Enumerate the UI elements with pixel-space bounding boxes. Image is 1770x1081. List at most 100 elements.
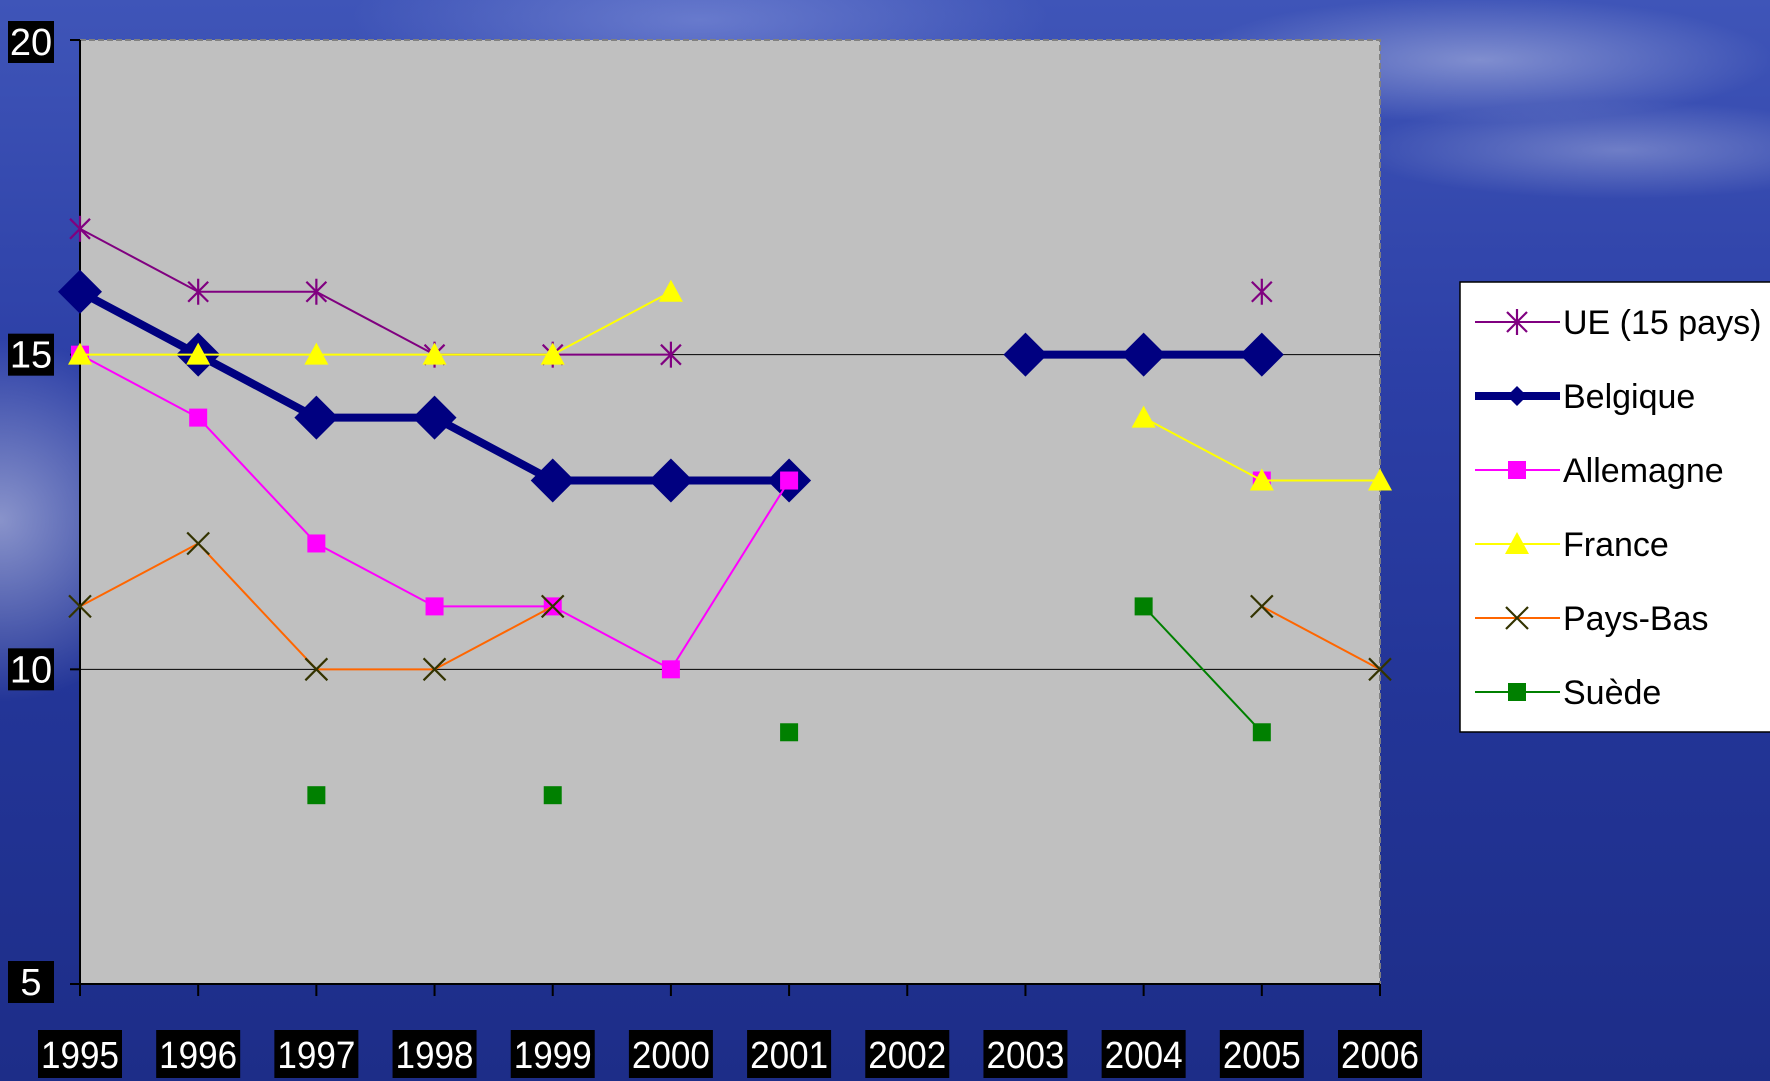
data-point [412, 395, 457, 440]
data-point [68, 594, 92, 619]
data-point [186, 342, 211, 365]
x-tick-label: 2003 [983, 1030, 1068, 1078]
series-3 [68, 279, 1392, 491]
data-point-stroke [68, 594, 92, 619]
x-tick-label-bg [983, 1030, 1068, 1078]
x-tick-label: 1999 [510, 1030, 595, 1078]
legend-item: UE (15 pays) [1475, 304, 1761, 342]
legend-item: Pays-Bas [1475, 600, 1709, 638]
data-point-stroke [1368, 657, 1392, 682]
legend-label: Pays-Bas [1563, 600, 1709, 638]
data-point-stroke [422, 657, 447, 682]
data-point [186, 531, 210, 556]
x-tick-label-bg [1101, 1030, 1186, 1078]
x-tick-label: 2004 [1101, 1030, 1186, 1078]
data-point-stroke [1250, 594, 1274, 619]
legend-box [1459, 281, 1770, 733]
series-4 [68, 531, 1392, 682]
legend-item: Allemagne [1475, 452, 1724, 490]
plot-area [79, 39, 1381, 985]
data-point [540, 342, 565, 365]
data-point [307, 786, 326, 805]
series-line [80, 290, 672, 356]
x-tick-label: 2001 [747, 1030, 832, 1078]
data-point [294, 395, 339, 440]
data-point [1507, 386, 1527, 406]
x-tick-label: 1997 [274, 1030, 359, 1078]
data-point [304, 657, 329, 682]
x-tick-text: 1999 [514, 1035, 592, 1077]
y-tick-label-bg [8, 333, 54, 376]
data-point [1003, 332, 1048, 377]
data-point [1508, 461, 1526, 479]
y-tick-labels: 5 10 15 20 [8, 21, 54, 1004]
data-point [1368, 657, 1392, 682]
x-tick-text: 1998 [396, 1035, 474, 1077]
data-point [658, 279, 683, 302]
legend-label: France [1563, 526, 1669, 564]
x-tick-label-bg [628, 1030, 713, 1078]
x-tick-text: 1995 [41, 1035, 119, 1077]
data-point [1250, 594, 1274, 619]
x-tick-label-bg [274, 1030, 359, 1078]
x-tick-label: 1998 [392, 1030, 477, 1078]
y-tick-label: 15 [8, 333, 54, 377]
data-point [69, 215, 91, 242]
x-tick-text: 2001 [750, 1035, 828, 1077]
x-tick-label: 2006 [1338, 1030, 1422, 1078]
y-tick-label-bg [8, 648, 54, 691]
legend-label: UE (15 pays) [1563, 304, 1761, 342]
series-5 [307, 597, 1271, 805]
series-layer [58, 215, 1392, 805]
data-point-stroke [1505, 606, 1529, 630]
x-tick-text: 2000 [632, 1035, 710, 1077]
legend-item: France [1475, 526, 1669, 564]
x-tick-text: 2004 [1105, 1035, 1183, 1077]
y-tick-label-bg [8, 961, 54, 1003]
legend: UE (15 pays) Belgique Allemagne France Pays-… [1459, 281, 1770, 733]
x-tick-label: 2005 [1219, 1030, 1304, 1078]
data-point [1249, 468, 1274, 491]
data-point [1506, 309, 1528, 335]
legend-item: Belgique [1475, 378, 1695, 416]
data-point [68, 342, 92, 365]
data-point [307, 534, 326, 553]
y-tick-text: 15 [10, 335, 52, 377]
data-point [58, 269, 102, 314]
x-tick-label-bg [1338, 1030, 1422, 1078]
y-tick-text: 10 [10, 649, 52, 691]
x-tick-label-bg [747, 1030, 832, 1078]
data-point-stroke [540, 594, 565, 619]
y-tick-text: 20 [10, 22, 52, 64]
data-point [660, 341, 682, 368]
series-line [79, 227, 671, 356]
data-point [187, 278, 209, 305]
data-point [1239, 332, 1284, 377]
legend-item: Suède [1475, 674, 1661, 712]
y-tick-label: 5 [8, 961, 54, 1004]
data-point [304, 342, 329, 365]
data-point [1134, 597, 1153, 616]
data-point [1508, 683, 1526, 701]
x-tick-labels: 1995 1996 1997 1998 1999 2000 2001 2002 2003 2004… [38, 1030, 1422, 1078]
x-tick-text: 2003 [986, 1035, 1064, 1077]
data-point [422, 657, 447, 682]
x-tick-text: 2002 [868, 1035, 946, 1077]
data-point [1131, 405, 1156, 428]
x-tick-text: 1996 [159, 1035, 237, 1077]
x-tick-label: 1995 [38, 1030, 122, 1078]
y-tick-label: 10 [8, 648, 54, 691]
data-point [1505, 606, 1529, 630]
x-tick-label: 2000 [628, 1030, 713, 1078]
y-tick-label: 20 [8, 21, 54, 64]
x-tick-label-bg [38, 1030, 122, 1078]
x-tick-text: 1997 [277, 1035, 355, 1077]
data-point [1368, 468, 1392, 491]
data-point [648, 458, 693, 503]
data-point [540, 594, 565, 619]
data-point [1251, 278, 1273, 305]
x-tick-text: 2005 [1223, 1035, 1301, 1077]
data-point [1252, 723, 1271, 742]
x-tick-text: 2006 [1341, 1035, 1419, 1077]
